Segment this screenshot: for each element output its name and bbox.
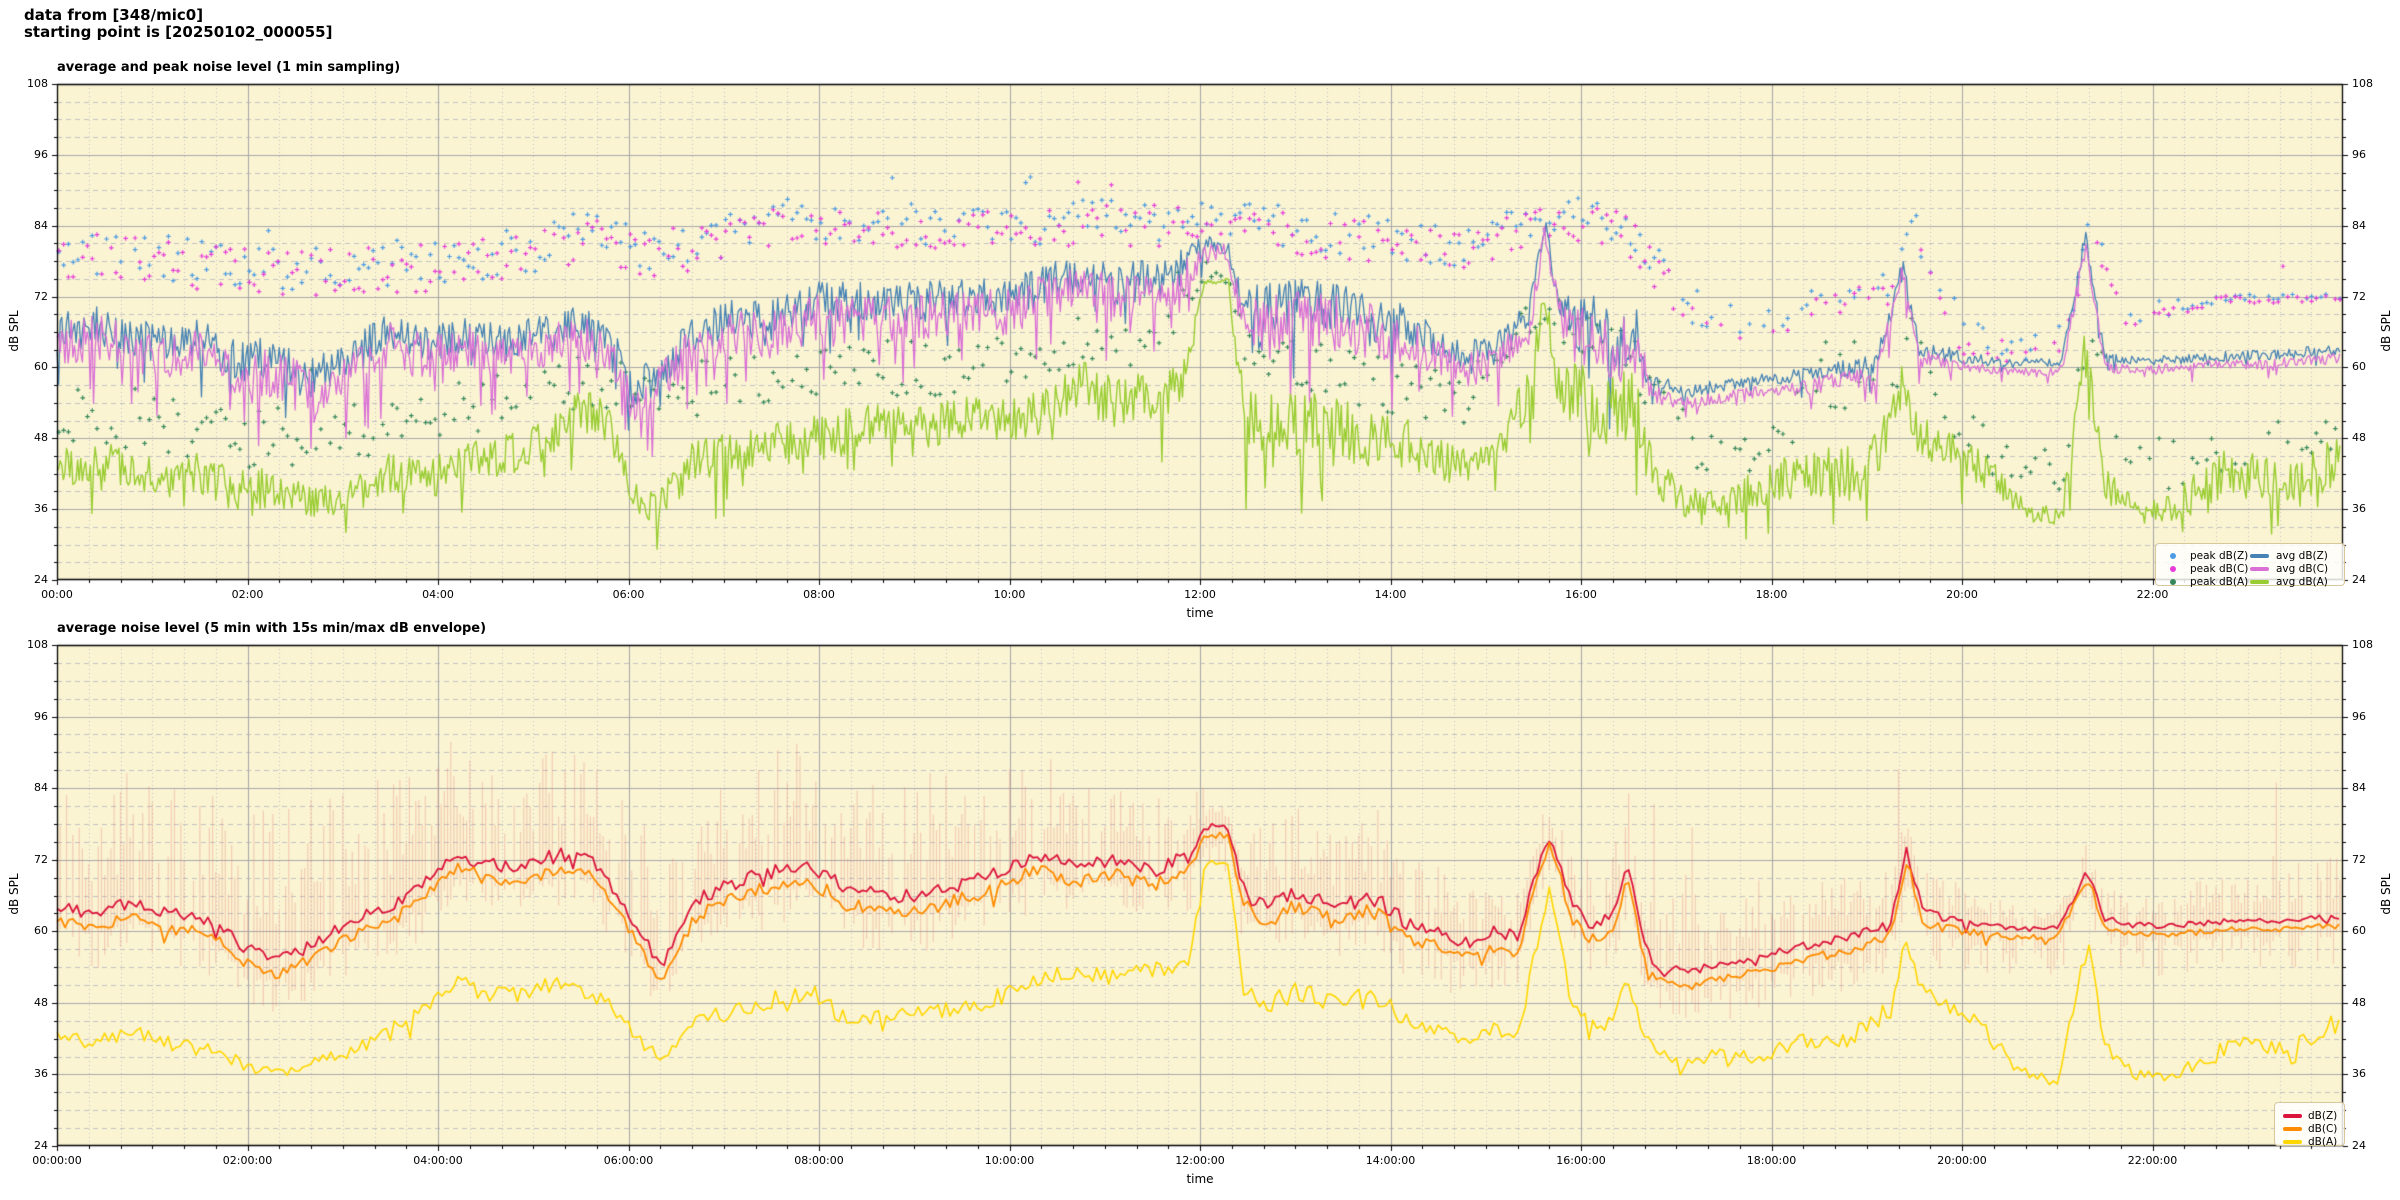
chart2-title: average noise level (5 min with 15s min/… [57, 621, 487, 636]
figure-title-line1: data from [348/mic0] [24, 6, 204, 24]
y-tick-label-right: 60 [2352, 924, 2366, 938]
legend-marker-line [2250, 567, 2269, 571]
legend-label: dB(A) [2308, 1136, 2338, 1148]
y-tick-label-right: 24 [2352, 573, 2366, 586]
y-tick-label-left: 72 [34, 289, 48, 303]
chart1-title: average and peak noise level (1 min samp… [57, 60, 401, 75]
y-tick-label-right: 108 [2352, 77, 2373, 90]
legend-label: avg dB(C) [2276, 563, 2329, 575]
x-tick-label: 02:00 [231, 588, 264, 601]
x-tick-label: 18:00:00 [1746, 1154, 1797, 1167]
y-tick-label-left: 108 [27, 77, 48, 90]
legend-marker-dot [2170, 566, 2176, 572]
legend-label: peak dB(Z) [2190, 550, 2249, 562]
y-tick-label-right: 108 [2352, 638, 2373, 651]
y-tick-label-right: 48 [2352, 995, 2366, 1009]
y-tick-label-right: 60 [2352, 360, 2366, 374]
legend-label: peak dB(C) [2190, 563, 2249, 575]
x-tick-label: 18:00 [1755, 588, 1788, 601]
legend-marker-dot [2170, 553, 2176, 559]
y-tick-label-right: 72 [2352, 289, 2366, 303]
legend-marker-line [2283, 1140, 2302, 1144]
y-tick-label-left: 48 [34, 431, 48, 445]
y-tick-label-right: 24 [2352, 1139, 2366, 1152]
legend-marker-line [2283, 1114, 2302, 1118]
y-tick-label-left: 84 [34, 218, 48, 232]
chart2-yaxis-label-right: dB SPL [2379, 873, 2393, 915]
x-tick-label: 12:00:00 [1175, 1154, 1225, 1167]
y-tick-label-left: 108 [27, 638, 48, 651]
chart2-xaxis-label: time [1186, 1172, 1214, 1186]
legend-marker-line [2250, 554, 2269, 558]
legend: peak dB(Z) peak dB(C) peak dB(A) avg dB(Z) a… [2155, 543, 2345, 588]
y-tick-label-right: 84 [2352, 218, 2366, 232]
y-tick-label-left: 60 [34, 924, 48, 938]
y-tick-label-right: 96 [2352, 709, 2366, 723]
y-tick-label-left: 72 [34, 852, 48, 866]
y-tick-label-left: 36 [34, 502, 48, 516]
y-tick-label-left: 24 [34, 1139, 48, 1152]
x-tick-label: 20:00 [1946, 588, 1978, 601]
y-tick-label-left: 96 [34, 709, 48, 723]
legend-marker-line [2283, 1127, 2302, 1131]
x-tick-label: 16:00:00 [1556, 1154, 1606, 1167]
x-tick-label: 14:00 [1374, 588, 1407, 601]
x-tick-label: 22:00 [2136, 588, 2169, 601]
x-tick-label: 02:00:00 [222, 1154, 273, 1167]
y-tick-label-right: 72 [2352, 852, 2366, 866]
y-tick-label-right: 36 [2352, 1067, 2366, 1081]
x-tick-label: 08:00:00 [794, 1154, 844, 1167]
x-tick-label: 20:00:00 [1937, 1154, 1987, 1167]
figure-title-line2: starting point is [20250102_000055] [24, 23, 333, 41]
x-tick-label: 10:00 [993, 588, 1026, 601]
x-tick-label: 00:00:00 [32, 1154, 82, 1167]
x-tick-label: 06:00:00 [603, 1154, 654, 1167]
x-tick-label: 10:00:00 [984, 1154, 1035, 1167]
y-tick-label-right: 96 [2352, 147, 2366, 161]
chart1-yaxis-label-right: dB SPL [2379, 310, 2393, 352]
y-tick-label-left: 24 [34, 573, 48, 586]
legend-marker-dot [2170, 579, 2176, 585]
y-tick-label-left: 36 [34, 1067, 48, 1081]
x-tick-label: 16:00 [1565, 588, 1597, 601]
y-tick-label-right: 36 [2352, 502, 2366, 516]
x-tick-label: 12:00 [1184, 588, 1216, 601]
y-tick-label-right: 84 [2352, 781, 2366, 795]
x-tick-label: 06:00 [612, 588, 645, 601]
legend-label: peak dB(A) [2190, 576, 2249, 588]
chart1-xaxis-label: time [1186, 606, 1214, 620]
y-tick-label-right: 48 [2352, 431, 2366, 445]
x-tick-label: 08:00 [803, 588, 835, 601]
legend-label: avg dB(A) [2276, 576, 2328, 588]
y-tick-label-left: 84 [34, 781, 48, 795]
x-tick-label: 04:00 [422, 588, 454, 601]
x-tick-label: 14:00:00 [1365, 1154, 1416, 1167]
legend: dB(Z) dB(C) dB(A) [2274, 1102, 2345, 1148]
y-tick-label-left: 48 [34, 995, 48, 1009]
y-tick-label-left: 96 [34, 147, 48, 161]
x-tick-label: 00:00 [41, 588, 73, 601]
x-tick-label: 22:00:00 [2127, 1154, 2178, 1167]
legend-label: avg dB(Z) [2276, 550, 2328, 562]
x-tick-label: 04:00:00 [413, 1154, 463, 1167]
legend-label: dB(Z) [2308, 1110, 2338, 1122]
legend-label: dB(C) [2308, 1123, 2338, 1135]
legend-marker-line [2250, 580, 2269, 584]
y-tick-label-left: 60 [34, 360, 48, 374]
